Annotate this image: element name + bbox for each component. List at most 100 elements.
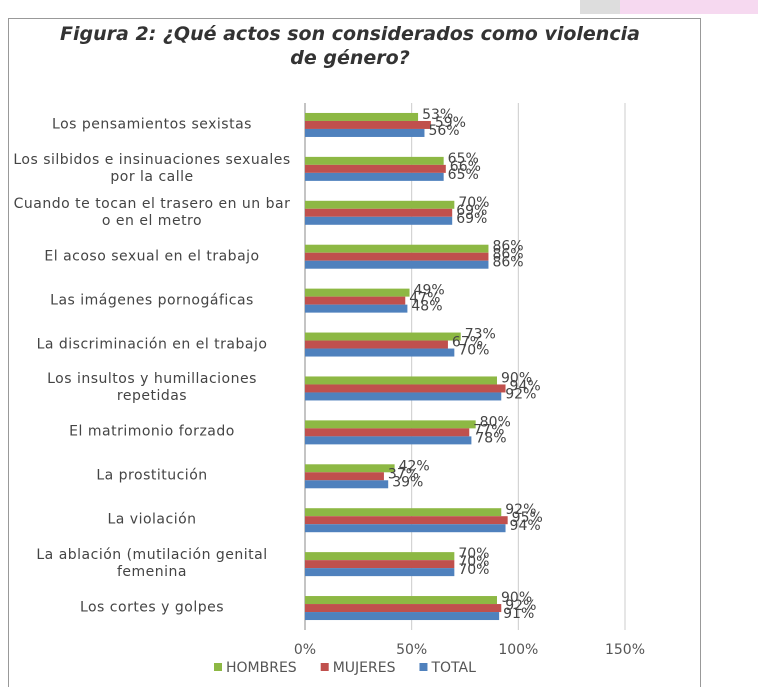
data-label: 48%: [411, 299, 442, 315]
y-tick-label: Cuando te tocan el trasero en un bar o e…: [13, 195, 291, 229]
bar: [305, 516, 508, 525]
legend-label: HOMBRES: [226, 660, 297, 676]
bar: [305, 596, 497, 605]
bar: [305, 244, 489, 253]
data-label: 86%: [492, 255, 523, 271]
bar: [305, 164, 446, 173]
bar: [305, 128, 425, 137]
bar: [305, 260, 489, 269]
decoration: [620, 0, 758, 14]
legend-swatch: [320, 663, 329, 671]
bar: [305, 340, 448, 349]
bar: [305, 428, 470, 437]
data-label: 86%: [492, 239, 523, 255]
data-label: 95%: [512, 510, 543, 526]
data-label: 70%: [458, 562, 489, 578]
legend-label: MUJERES: [333, 660, 396, 676]
data-label: 65%: [448, 151, 479, 167]
bar: [305, 508, 502, 517]
bar: [305, 568, 455, 577]
bar: [305, 252, 489, 261]
y-tick-label: La violación: [107, 511, 197, 528]
data-label: 70%: [458, 546, 489, 562]
data-label: 78%: [475, 430, 506, 446]
bar: [305, 112, 419, 121]
bar: [305, 208, 453, 217]
data-label: 80%: [480, 414, 511, 430]
y-tick-label: Los pensamientos sexistas: [52, 116, 252, 133]
data-label: 39%: [392, 474, 423, 490]
y-tick-label: La prostitución: [96, 467, 208, 484]
bar: [305, 436, 472, 445]
bar: [305, 392, 502, 401]
decoration: [580, 0, 620, 14]
legend-label: TOTAL: [430, 660, 476, 676]
data-label: 49%: [414, 283, 445, 299]
y-tick-label: El matrimonio forzado: [69, 423, 235, 440]
bar: [305, 172, 444, 181]
data-label: 70%: [458, 343, 489, 359]
x-tick-label: 100%: [498, 642, 538, 658]
legend-swatch: [214, 663, 222, 671]
bar: [305, 604, 502, 613]
data-label: 77%: [473, 422, 504, 438]
data-label: 66%: [450, 159, 481, 175]
bar: [305, 464, 395, 473]
data-label: 70%: [458, 195, 489, 211]
data-label: 56%: [428, 123, 459, 139]
data-label: 90%: [501, 590, 532, 606]
bar: [305, 612, 500, 621]
bar: [305, 304, 408, 313]
bar: [305, 420, 476, 429]
y-tick-label: Los silbidos e insinuaciones sexuales po…: [13, 151, 291, 185]
data-label: 59%: [435, 115, 466, 131]
data-label: 92%: [505, 598, 536, 614]
y-tick-label: La ablación (mutilación genital femenina: [36, 547, 268, 581]
y-tick-label: Los cortes y golpes: [79, 599, 225, 616]
bar: [305, 472, 384, 481]
data-label: 67%: [452, 335, 483, 351]
x-tick-label: 150%: [605, 642, 645, 658]
data-label: 90%: [501, 370, 532, 386]
data-label: 91%: [503, 606, 534, 622]
bar: [305, 156, 444, 165]
data-label: 92%: [505, 386, 536, 402]
x-tick-label: 50%: [396, 642, 427, 658]
data-label: 53%: [422, 107, 453, 123]
y-tick-label: Los insultos y humillaciones repetidas: [47, 371, 257, 405]
bar: [305, 288, 410, 297]
y-tick-label: Las imágenes pornogáficas: [50, 292, 254, 309]
data-label: 47%: [409, 291, 440, 307]
bar: [305, 120, 431, 129]
y-tick-label: La discriminación en el trabajo: [36, 336, 268, 353]
bar: [305, 552, 455, 561]
data-label: 37%: [388, 466, 419, 482]
bar: [305, 296, 406, 305]
bar: [305, 560, 455, 569]
bar: [305, 332, 461, 341]
bar: [305, 200, 455, 209]
bar: [305, 216, 453, 225]
y-tick-label: El acoso sexual en el trabajo: [44, 248, 260, 265]
data-label: 94%: [510, 378, 541, 394]
data-label: 69%: [456, 211, 487, 227]
bar: [305, 376, 497, 385]
legend-swatch: [419, 663, 428, 671]
data-label: 86%: [492, 247, 523, 263]
data-label: 94%: [510, 518, 541, 534]
data-label: 69%: [456, 203, 487, 219]
frame: [8, 18, 701, 687]
data-label: 73%: [465, 327, 496, 343]
bar: [305, 348, 455, 357]
data-label: 65%: [448, 167, 479, 183]
x-tick-label: 0%: [294, 642, 316, 658]
bar: [305, 524, 506, 533]
data-label: 42%: [399, 458, 430, 474]
data-label: 92%: [505, 502, 536, 518]
bar: [305, 384, 506, 393]
chart-title: Figura 2: ¿Qué actos son considerados co…: [60, 23, 640, 69]
bar: [305, 480, 389, 489]
data-label: 70%: [458, 554, 489, 570]
